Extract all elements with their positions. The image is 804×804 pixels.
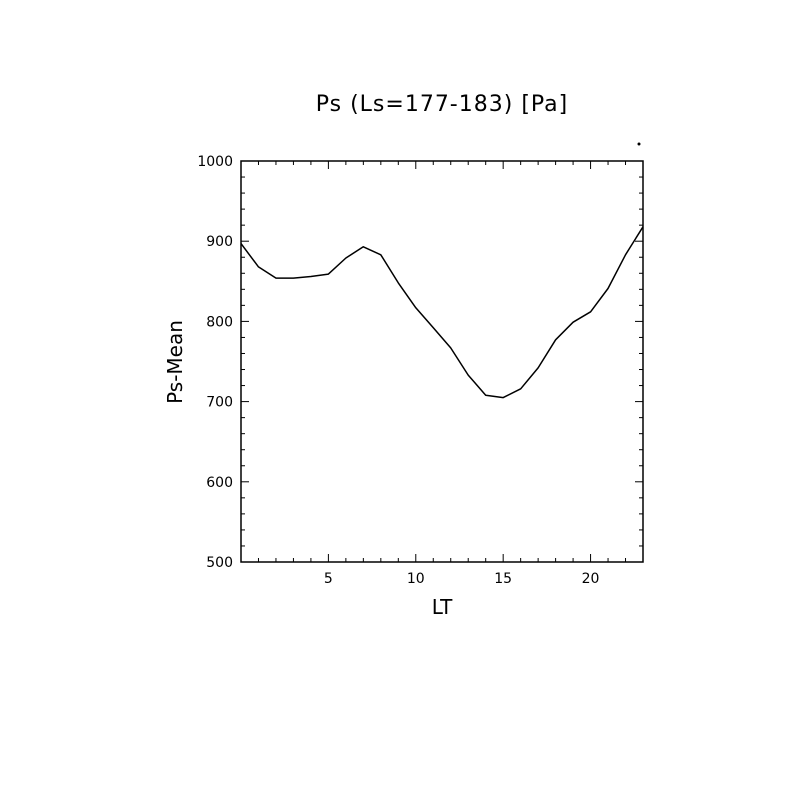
x-tick-label: 20 [582, 571, 600, 587]
series-line [240, 226, 644, 399]
x-tick-label: 5 [324, 571, 333, 587]
corner-dot [637, 142, 641, 146]
y-tick-label: 700 [206, 395, 233, 411]
y-tick-label: 800 [206, 314, 233, 330]
y-tick-label: 500 [206, 555, 233, 571]
y-tick-label: 900 [206, 234, 233, 250]
plot-frame [240, 160, 644, 563]
y-tick-label: 1000 [197, 154, 233, 170]
y-axis: 500 600 700 800 900 1000 [197, 154, 643, 571]
x-tick-label: 10 [407, 571, 425, 587]
x-tick-label: 15 [494, 571, 512, 587]
series-group [240, 226, 644, 399]
x-axis-label: LT [432, 595, 453, 619]
chart-title: Ps (Ls=177-183) [Pa] [316, 92, 569, 117]
x-axis: 5 10 15 20 [257, 161, 644, 587]
y-axis-label: Ps-Mean [163, 320, 187, 404]
y-tick-label: 600 [206, 475, 233, 491]
